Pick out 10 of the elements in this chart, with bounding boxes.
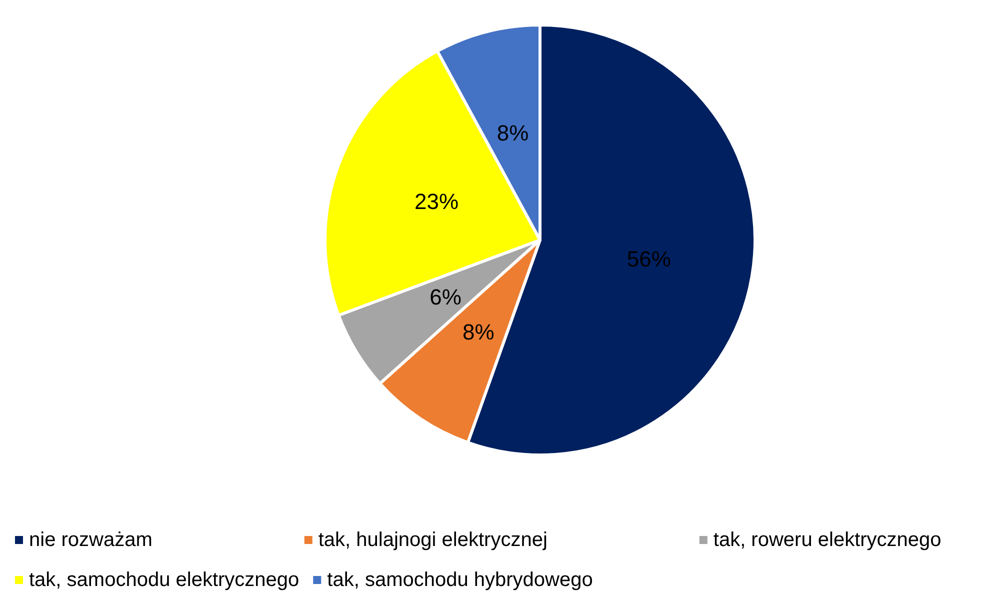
data-label: 8% (462, 319, 494, 344)
legend-label: tak, samochodu hybrydowego (327, 569, 593, 591)
data-label: 6% (430, 284, 462, 310)
legend-label: tak, hulajnogi elektrycznej (318, 529, 548, 551)
legend-label: nie rozważam (29, 529, 152, 551)
data-label: 23% (414, 188, 459, 214)
legend-label: tak, samochodu elektrycznego (29, 569, 300, 591)
legend-label: tak, roweru elektrycznego (713, 529, 942, 551)
data-label: 56% (626, 246, 671, 272)
data-label: 8% (496, 120, 529, 146)
